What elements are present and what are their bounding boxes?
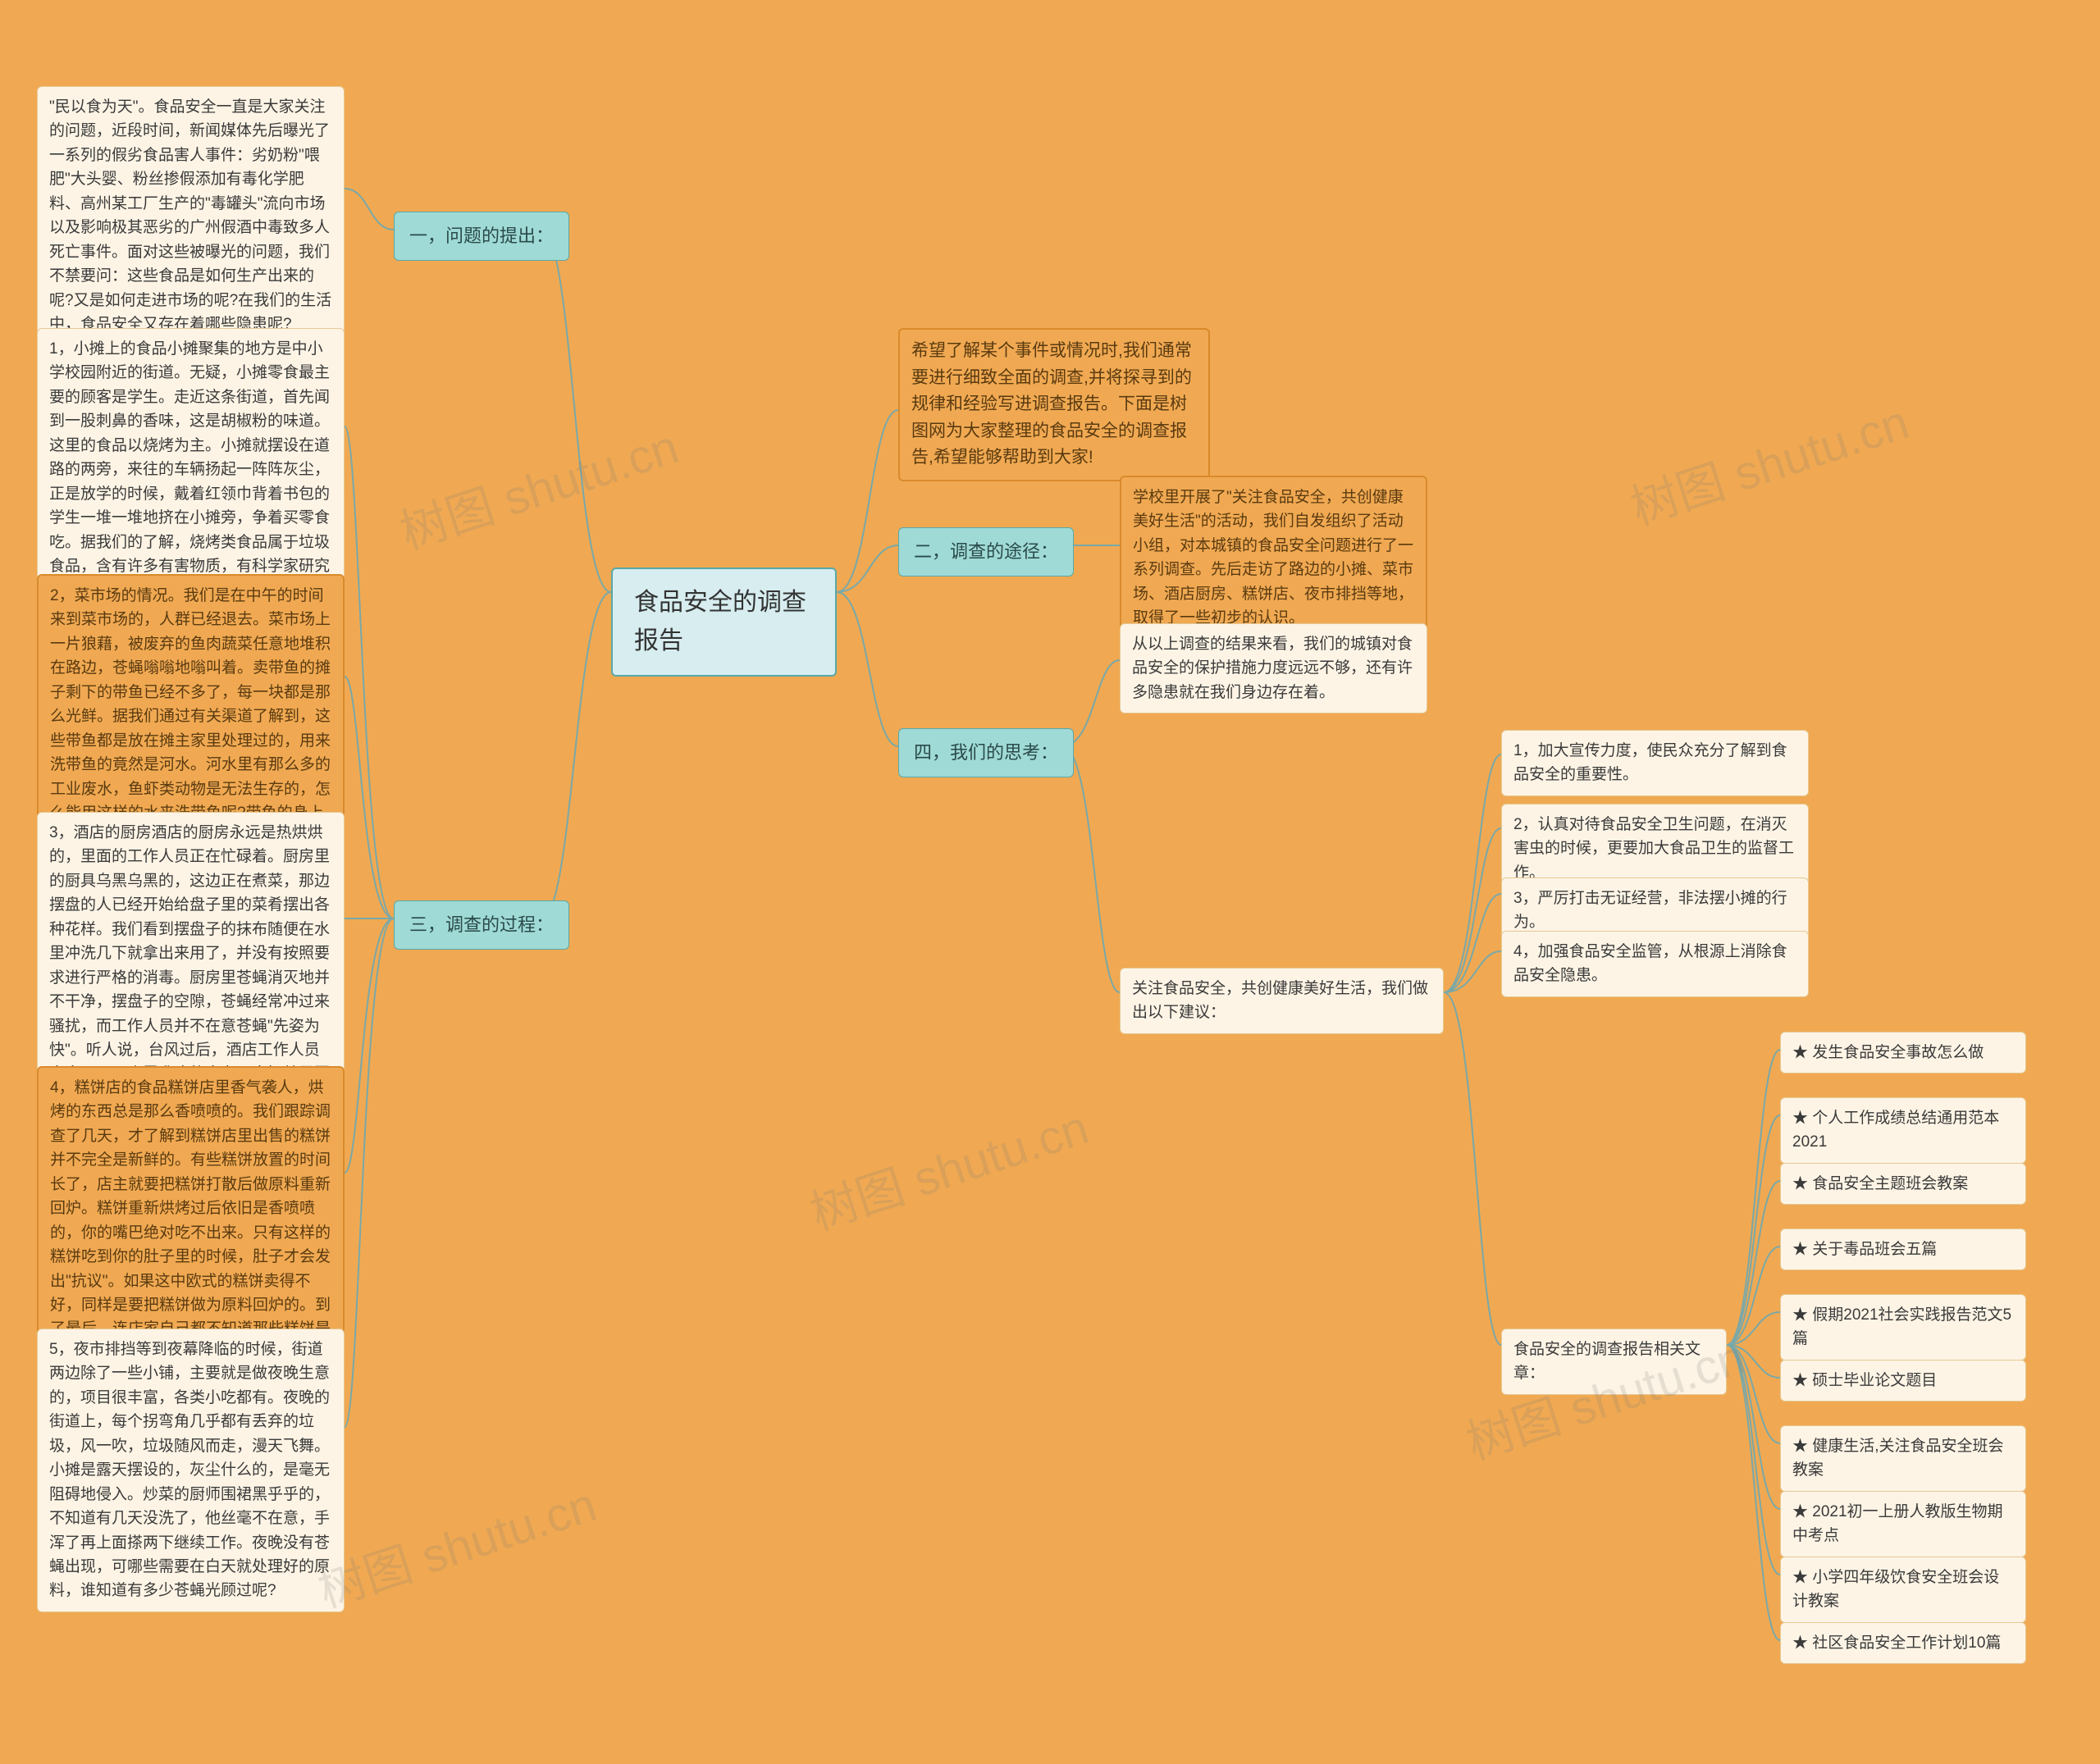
- branch-3-leaf-5: 5，夜市排挡等到夜幕降临的时候，街道两边除了一些小铺，主要就是做夜晚生意的，项目…: [37, 1329, 345, 1612]
- branch-3-title[interactable]: 三，调查的过程：: [394, 900, 569, 950]
- related-item-9[interactable]: ★ 小学四年级饮食安全班会设计教案: [1780, 1557, 2026, 1623]
- related-header: 食品安全的调查报告相关文章：: [1501, 1329, 1727, 1395]
- intro-text: 希望了解某个事件或情况时,我们通常要进行细致全面的调查,并将探寻到的规律和经验写…: [898, 328, 1210, 481]
- suggestion-1: 1，加大宣传力度，使民众充分了解到食品安全的重要性。: [1501, 730, 1809, 796]
- watermark: 树图 shutu.cn: [1621, 384, 1916, 538]
- watermark: 树图 shutu.cn: [308, 1466, 604, 1620]
- watermark: 树图 shutu.cn: [801, 1089, 1096, 1243]
- branch-1-title[interactable]: 一，问题的提出：: [394, 212, 569, 261]
- branch-4-suggest-header: 关注食品安全，共创健康美好生活，我们做出以下建议：: [1120, 968, 1444, 1034]
- related-item-8[interactable]: ★ 2021初一上册人教版生物期中考点: [1780, 1491, 2026, 1557]
- branch-4-summary: 从以上调查的结果来看，我们的城镇对食品安全的保护措施力度远远不够，还有许多隐患就…: [1120, 623, 1427, 713]
- suggestion-4: 4，加强食品安全监管，从根源上消除食品安全隐患。: [1501, 931, 1809, 997]
- related-item-4[interactable]: ★ 关于毒品班会五篇: [1780, 1228, 2026, 1270]
- branch-2-title[interactable]: 二，调查的途径：: [898, 527, 1074, 577]
- root-node[interactable]: 食品安全的调查报告: [611, 567, 837, 677]
- related-item-10[interactable]: ★ 社区食品安全工作计划10篇: [1780, 1622, 2026, 1664]
- related-item-5[interactable]: ★ 假期2021社会实践报告范文5篇: [1780, 1294, 2026, 1361]
- related-item-3[interactable]: ★ 食品安全主题班会教案: [1780, 1163, 2026, 1205]
- related-item-6[interactable]: ★ 硕士毕业论文题目: [1780, 1360, 2026, 1402]
- watermark: 树图 shutu.cn: [390, 408, 686, 563]
- related-item-7[interactable]: ★ 健康生活,关注食品安全班会教案: [1780, 1425, 2026, 1492]
- related-item-1[interactable]: ★ 发生食品安全事故怎么做: [1780, 1032, 2026, 1073]
- branch-1-leaf: "民以食为天"。食品安全一直是大家关注的问题，近段时间，新闻媒体先后曝光了一系列…: [37, 86, 345, 345]
- branch-2-leaf: 学校里开展了"关注食品安全，共创健康美好生活"的活动，我们自发组织了活动小组，对…: [1120, 476, 1427, 640]
- related-item-2[interactable]: ★ 个人工作成绩总结通用范本2021: [1780, 1097, 2026, 1164]
- branch-4-title[interactable]: 四，我们的思考：: [898, 728, 1074, 777]
